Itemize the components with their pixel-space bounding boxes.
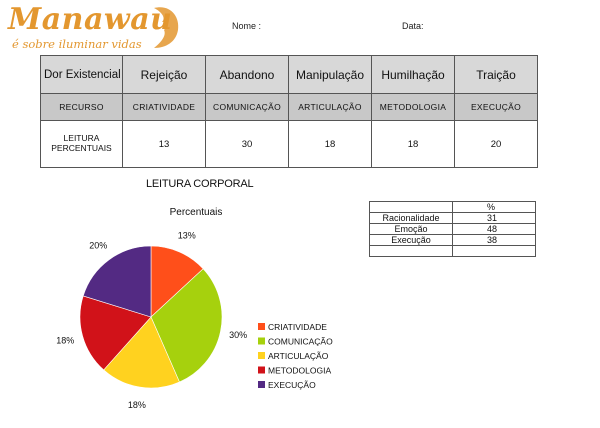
pie-slice-metodologia	[79, 295, 152, 371]
dor-existencial-row: Dor Existencial Rejeição Abandono Manipu…	[40, 55, 538, 94]
legend-entry: COMUNICAÇÃO	[268, 337, 333, 347]
nome-label: Nome :	[232, 21, 262, 31]
legend-entry: CRIATIVIDADE	[268, 322, 327, 332]
table-cell: LEITURA PERCENTUAIS	[40, 120, 123, 168]
pie-chart: Percentuais 13% 30% 18% 18% 20% CRIATIVIDADE…	[56, 207, 333, 410]
table-cell: EXECUÇÃO	[454, 93, 538, 121]
pie-data-label: 18%	[56, 336, 74, 346]
legend-entry: EXECUÇÃO	[268, 380, 316, 390]
logo-face-icon	[154, 7, 179, 49]
table-cell: 30	[205, 120, 289, 168]
pie-slice-articulação	[103, 316, 180, 389]
table-cell: METODOLOGIA	[371, 93, 455, 121]
chart-subtitle: Percentuais	[170, 207, 223, 218]
percent-side-table: % Racionalidade 31 Emoção 48 Execução 38	[369, 201, 536, 257]
table-cell: COMUNICAÇÃO	[205, 93, 289, 121]
legend-swatch	[258, 323, 265, 330]
legend-swatch	[258, 352, 265, 359]
table-cell: 20	[454, 120, 538, 168]
pie-slice-criatividade	[150, 245, 204, 318]
logo-wordmark: Manawau	[8, 2, 173, 37]
pie-data-label: 20%	[89, 240, 107, 250]
table-header-cell: Humilhação	[371, 55, 455, 94]
pie-data-label: 18%	[128, 400, 146, 410]
table-row	[369, 245, 536, 257]
data-label: Data:	[402, 21, 424, 31]
pie-slice-execução	[82, 245, 152, 318]
legend-entry: METODOLOGIA	[268, 366, 331, 376]
table-cell: 13	[122, 120, 206, 168]
legend-swatch	[258, 381, 265, 388]
table-header-cell: Abandono	[205, 55, 289, 94]
leitura-percentuais-row: LEITURA PERCENTUAIS 13 30 18 18 20	[40, 120, 538, 168]
table-cell: CRIATIVIDADE	[122, 93, 206, 121]
table-cell: ARTICULAÇÃO	[288, 93, 372, 121]
legend-entry: ARTICULAÇÃO	[268, 351, 329, 361]
table-row: %	[369, 201, 536, 213]
table-header-cell: Manipulação	[288, 55, 372, 94]
table-cell: RECURSO	[40, 93, 123, 121]
pie-data-label: 13%	[178, 231, 196, 241]
table-header-cell: Traição	[454, 55, 538, 94]
pie-data-label: 30%	[229, 330, 247, 340]
pie-slice-comunicação	[150, 268, 223, 383]
recurso-row: RECURSO CRIATIVIDADE COMUNICAÇÃO ARTICUL…	[40, 93, 538, 121]
legend-swatch	[258, 366, 265, 374]
table-header-cell: Rejeição	[122, 55, 206, 94]
table-cell: 18	[288, 120, 372, 168]
table-cell	[452, 245, 536, 257]
logo: Manawau é sobre iluminar vidas	[2, 2, 182, 62]
table-row: Execução 38	[369, 234, 536, 246]
leitura-table: Dor Existencial Rejeição Abandono Manipu…	[40, 55, 538, 168]
table-cell: 18	[371, 120, 455, 168]
logo-tagline: é sobre iluminar vidas	[12, 37, 142, 51]
legend-swatch	[258, 337, 265, 345]
leitura-corporal-title: LEITURA CORPORAL	[146, 178, 254, 190]
table-header-cell: Dor Existencial	[40, 55, 123, 94]
